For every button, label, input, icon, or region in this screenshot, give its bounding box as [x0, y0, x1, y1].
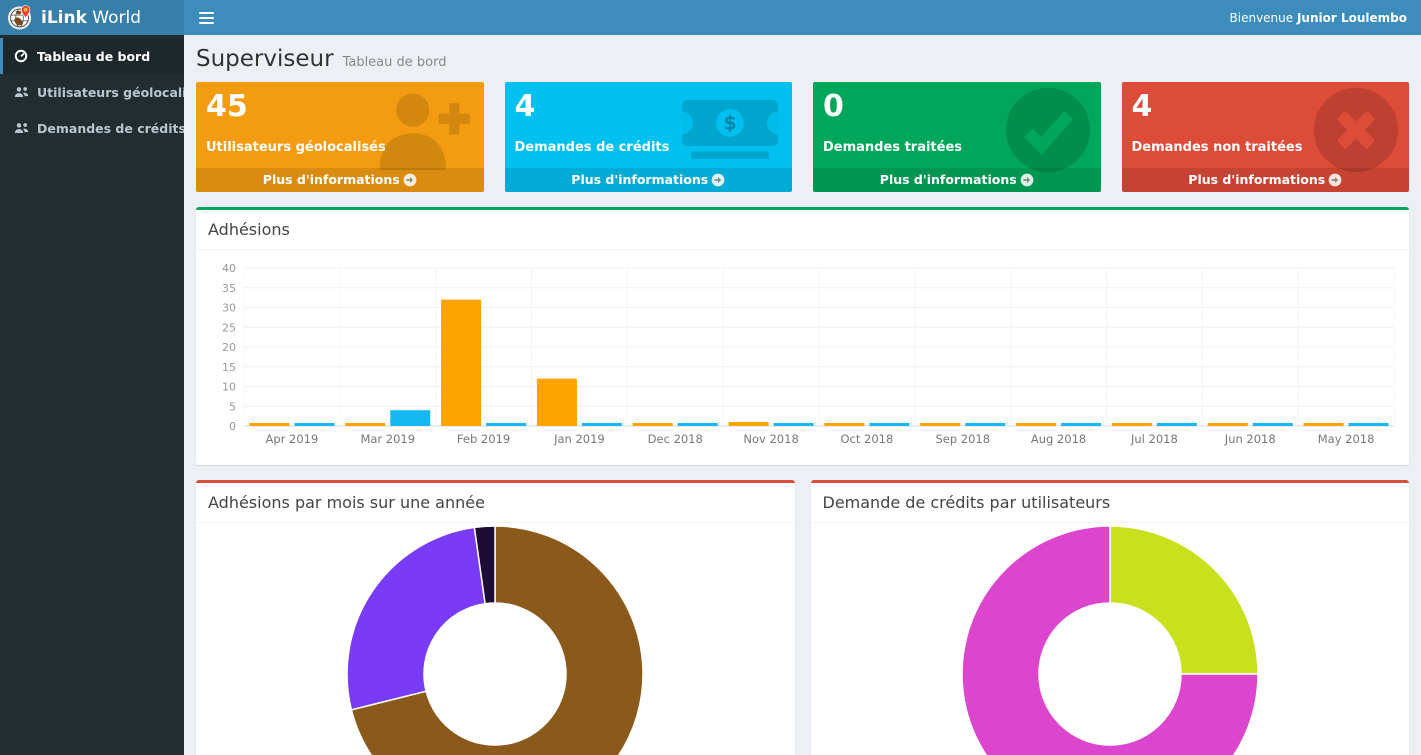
adhesions-donut-chart — [196, 523, 795, 755]
more-info-link[interactable]: Plus d'informations — [1121, 168, 1409, 192]
svg-text:May 2018: May 2018 — [1318, 432, 1375, 446]
sidebar-item-demandes-de-credits[interactable]: Demandes de crédits — [0, 110, 184, 146]
svg-text:Jul 2018: Jul 2018 — [1130, 432, 1178, 446]
stat-box-demandes-de-credits: 4 Demandes de crédits $ Plus d'informations — [504, 82, 792, 192]
stat-box-value: 4 — [1131, 89, 1153, 124]
svg-text:40: 40 — [222, 262, 236, 275]
svg-text:$: $ — [723, 111, 736, 134]
sidebar-item-utilisateurs-geolocalises[interactable]: Utilisateurs géolocalisés — [0, 74, 184, 110]
more-info-link[interactable]: Plus d'informations — [504, 168, 792, 192]
svg-text:0: 0 — [229, 420, 236, 433]
stat-box-label: Demandes non traitées — [1131, 139, 1303, 155]
svg-text:5: 5 — [229, 400, 236, 413]
svg-text:25: 25 — [222, 321, 236, 334]
stat-box-demandes-non-traitees: 4 Demandes non traitées Plus d'information… — [1121, 82, 1409, 192]
times-circle-icon — [1313, 87, 1399, 173]
credits-donut-title: Demande de crédits par utilisateurs — [810, 483, 1409, 523]
sidebar-item-label: Demandes de crédits — [37, 120, 184, 136]
svg-text:35: 35 — [222, 282, 236, 295]
svg-text:30: 30 — [222, 302, 236, 315]
stat-box-label: Demandes de crédits — [514, 139, 670, 155]
bar-chart-svg: 0 5 10 15 20 25 30 35 40 Apr 2019 Mar 2019 Feb 2019… — [222, 262, 1395, 446]
credits-donut-panel: Demande de crédits par utilisateurs — [810, 480, 1410, 755]
user-name: Junior Loulembo — [1296, 10, 1407, 25]
svg-text:Sep 2018: Sep 2018 — [935, 432, 990, 446]
svg-text:Aug 2018: Aug 2018 — [1031, 432, 1086, 446]
more-info-label: Plus d'informations — [879, 172, 1017, 187]
bottom-panels-row: Adhésions par mois sur une année Demande… — [196, 480, 1409, 755]
adhesions-bar-chart: 0 5 10 15 20 25 30 35 40 Apr 2019 Mar 2019 Feb 2019… — [196, 250, 1409, 465]
adhesions-donut-svg — [346, 525, 644, 755]
stat-box-label: Demandes traitées — [823, 139, 963, 155]
page-subtitle: Tableau de bord — [342, 55, 447, 70]
arrow-circle-right-icon — [403, 173, 417, 187]
content-header: Superviseur Tableau de bord — [196, 46, 1409, 72]
stat-box-value: 4 — [514, 89, 536, 124]
app-logo[interactable]: iLink World — [0, 0, 184, 35]
adhesions-donut-panel: Adhésions par mois sur une année — [196, 480, 795, 755]
user-menu[interactable]: Bienvenue Junior Loulembo — [1230, 11, 1421, 25]
sidebar-item-tableau-de-bord[interactable]: Tableau de bord — [0, 38, 184, 74]
more-info-link[interactable]: Plus d'informations — [196, 168, 484, 192]
arrow-circle-right-icon — [1020, 173, 1034, 187]
svg-text:Jun 2018: Jun 2018 — [1224, 432, 1276, 446]
users-icon — [13, 86, 29, 98]
globe-pin-logo-icon — [7, 4, 34, 31]
main-content: Superviseur Tableau de bord 45 Utilisateu… — [184, 35, 1421, 755]
svg-text:20: 20 — [222, 341, 236, 354]
sidebar-nav: Tableau de bord Utilisateurs géolocalisés… — [0, 38, 184, 146]
svg-text:Dec 2018: Dec 2018 — [648, 432, 703, 446]
svg-text:10: 10 — [222, 381, 236, 394]
user-plus-icon — [370, 87, 474, 170]
stat-box-value: 45 — [206, 89, 248, 124]
svg-text:Jan 2019: Jan 2019 — [553, 432, 605, 446]
more-info-label: Plus d'informations — [1188, 172, 1326, 187]
credits-donut-svg — [961, 525, 1259, 755]
svg-text:Nov 2018: Nov 2018 — [743, 432, 798, 446]
stat-boxes-row: 45 Utilisateurs géolocalisés Plus d'inform… — [196, 82, 1409, 192]
welcome-label: Bienvenue — [1229, 10, 1297, 25]
stat-box-utilisateurs-geolocalises: 45 Utilisateurs géolocalisés Plus d'inform… — [196, 82, 484, 192]
arrow-circle-right-icon — [711, 173, 725, 187]
check-circle-icon — [1005, 87, 1091, 173]
more-info-label: Plus d'informations — [571, 172, 709, 187]
more-info-link[interactable]: Plus d'informations — [813, 168, 1101, 192]
brand-name: iLink World — [41, 7, 142, 28]
svg-text:Apr 2019: Apr 2019 — [266, 432, 319, 446]
stat-box-value: 0 — [823, 89, 844, 124]
sidebar-toggle-icon[interactable] — [184, 0, 228, 35]
navbar: iLink World Bienvenue Junior Loulembo — [0, 0, 1421, 35]
svg-text:Oct 2018: Oct 2018 — [841, 432, 894, 446]
svg-text:Feb 2019: Feb 2019 — [457, 432, 510, 446]
sidebar: Tableau de bord Utilisateurs géolocalisés… — [0, 35, 184, 755]
credits-donut-chart — [811, 523, 1410, 755]
more-info-label: Plus d'informations — [262, 172, 400, 187]
sidebar-item-label: Utilisateurs géolocalisés — [37, 84, 184, 100]
navbar-main: Bienvenue Junior Loulembo — [184, 0, 1421, 35]
adhesions-panel: Adhésions 0 5 10 15 20 25 30 35 40 Apr 2019 Mar 20… — [196, 207, 1409, 465]
arrow-circle-right-icon — [1328, 173, 1342, 187]
sidebar-item-label: Tableau de bord — [37, 48, 151, 64]
stat-box-demandes-traitees: 0 Demandes traitées Plus d'informations — [813, 82, 1101, 192]
page-title: Superviseur — [196, 46, 334, 72]
money-icon: $ — [678, 87, 782, 170]
users-icon — [13, 122, 29, 134]
adhesions-panel-title: Adhésions — [196, 210, 1409, 250]
dashboard-icon — [13, 49, 29, 63]
adhesions-donut-title: Adhésions par mois sur une année — [196, 483, 795, 523]
svg-text:Mar 2019: Mar 2019 — [360, 432, 415, 446]
svg-text:15: 15 — [222, 361, 236, 374]
stat-box-label: Utilisateurs géolocalisés — [206, 139, 386, 155]
